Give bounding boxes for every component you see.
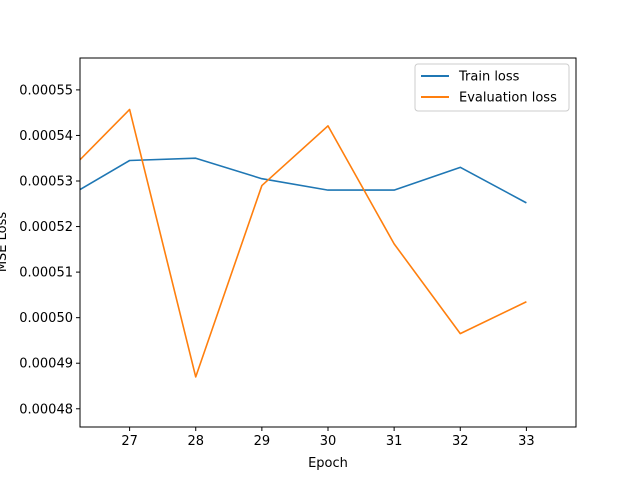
y-tick-label: 0.00055 [19, 83, 73, 98]
y-tick-label: 0.00052 [19, 220, 73, 235]
y-axis-title: MSE Loss [0, 212, 10, 273]
x-tick-label: 33 [518, 434, 535, 449]
y-tick-label: 0.00050 [19, 311, 73, 326]
y-tick-label: 0.00054 [19, 129, 73, 144]
plot-frame [79, 57, 577, 428]
x-axis-title: Epoch [308, 456, 348, 471]
x-tick-label: 30 [320, 434, 337, 449]
x-tick-label: 28 [187, 434, 204, 449]
legend-label-evaluation: Evaluation loss [459, 91, 557, 106]
y-tick-label: 0.00053 [19, 175, 73, 190]
legend-label-train: Train loss [458, 70, 520, 85]
legend-box [414, 63, 570, 112]
y-tick-label: 0.00051 [19, 266, 73, 281]
legend: Train loss Evaluation loss [414, 63, 570, 112]
y-axis: 0.00048 0.00049 0.00050 0.00051 0.00052 0.000… [19, 83, 80, 417]
x-tick-label: 32 [452, 434, 469, 449]
series-line-0 [80, 157, 527, 204]
series-line-1 [80, 108, 527, 378]
series-lines [80, 108, 527, 378]
y-tick-label: 0.00048 [19, 402, 73, 417]
x-tick-label: 31 [386, 434, 403, 449]
y-tick-label: 0.00049 [19, 357, 73, 372]
x-tick-label: 29 [254, 434, 271, 449]
x-axis: 27 28 29 30 31 32 33 [121, 427, 535, 449]
x-tick-label: 27 [121, 434, 138, 449]
